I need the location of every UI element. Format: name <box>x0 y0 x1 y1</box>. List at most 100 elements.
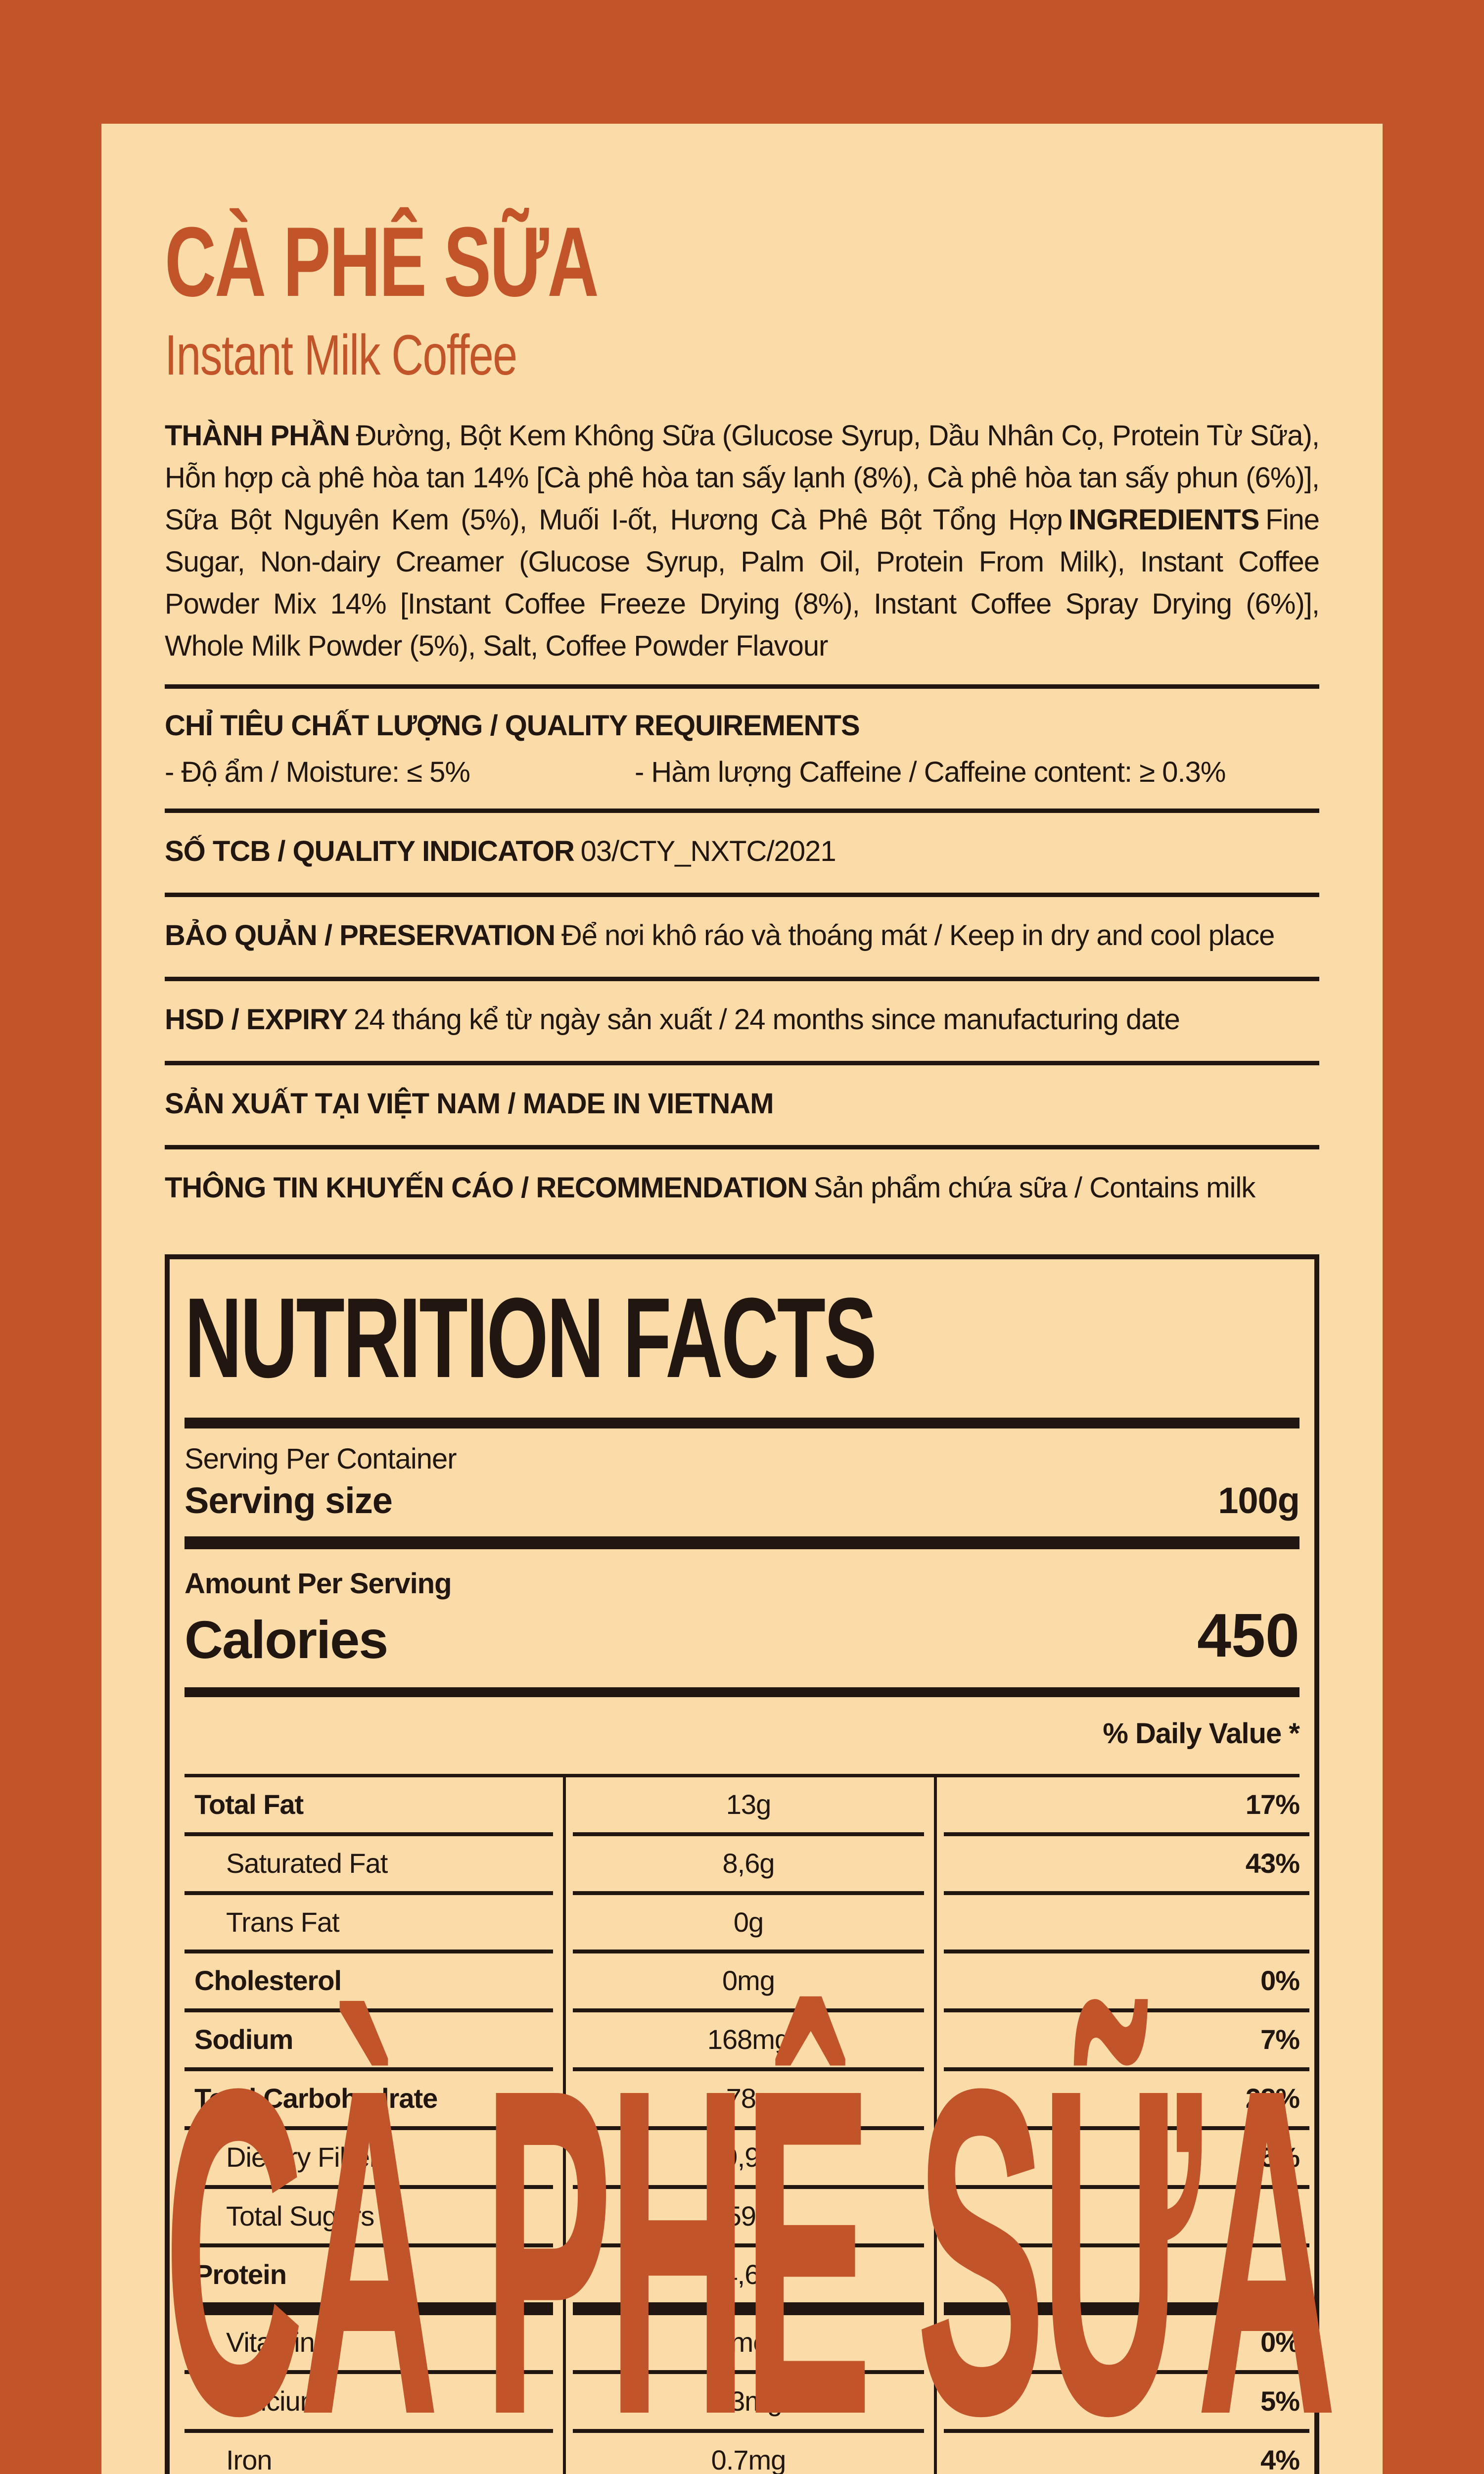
recommendation-value: Sản phẩm chứa sữa / Contains milk <box>813 1172 1256 1204</box>
calories-row: Calories 450 <box>185 1605 1299 1666</box>
nutrient-name: Calcium <box>185 2370 553 2429</box>
section-divider <box>165 893 1319 897</box>
preservation-heading: BẢO QUẢN / PRESERVATION <box>165 919 556 952</box>
nutrient-name: Saturated Fat <box>185 1832 553 1891</box>
thick-divider <box>944 2302 1309 2316</box>
nutrient-name: Total Carbohydrate <box>185 2067 553 2126</box>
recommendation-heading: THÔNG TIN KHUYẾN CÁO / RECOMMENDATION <box>165 1172 808 1204</box>
nutrient-name: Vitamin D <box>226 2327 342 2358</box>
ingredients-text-vn: Đường, Bột Kem Không Sữa (Glucose Syrup,… <box>165 420 1320 536</box>
ingredients-heading-en: INGREDIENTS <box>1068 504 1259 536</box>
quality-item-caffeine: - Hàm lượng Caffeine / Caffeine content:… <box>635 756 1226 788</box>
serving-size-row: Serving size 100g <box>185 1479 1300 1522</box>
quality-indicator-value: 03/CTY_NXTC/2021 <box>580 835 836 867</box>
section-divider <box>165 809 1319 813</box>
origin-line: SẢN XUẤT TẠI VIỆT NAM / MADE IN VIETNAM <box>165 1088 774 1120</box>
thick-divider <box>185 2302 553 2316</box>
nutrient-row: Iron 0.7mg 4% <box>185 2428 1309 2474</box>
nutrient-row: Total Fat 13g 17% <box>185 1777 1300 1832</box>
preservation-value: Để nơi khô ráo và thoáng mát / Keep in d… <box>561 919 1275 952</box>
nutrient-name: Trans Fat <box>185 1891 553 1950</box>
nutrient-amount: 0.7mg <box>573 2428 924 2474</box>
calories-label: Calories <box>185 1610 388 1669</box>
quality-indicator-heading: SỐ TCB / QUALITY INDICATOR <box>165 835 575 867</box>
nutrient-row: Vitamin D 0mcg 0% <box>185 2315 1300 2370</box>
nutrient-amount: 0mcg <box>715 2327 782 2358</box>
nutrient-daily-value: 7% <box>944 2008 1309 2067</box>
nutrient-amount: 168mg <box>573 2008 924 2067</box>
serving-size-value: 100g <box>1218 1480 1300 1521</box>
nutrient-name: Protein <box>185 2243 553 2302</box>
section-divider <box>165 1061 1319 1065</box>
nutrient-row: Protein 4,6g <box>185 2243 1309 2302</box>
nutrient-name: Total Sugars <box>185 2185 553 2244</box>
nutrient-row: Total Sugars 59g <box>185 2185 1309 2244</box>
nutrient-amount: 78g <box>573 2067 924 2126</box>
nutrient-row: Calcium 63mg 5% <box>185 2370 1309 2429</box>
ingredients-heading-vn: THÀNH PHẦN <box>165 420 350 452</box>
product-title-text: CÀ PHÊ SỮA <box>165 207 599 317</box>
nutrient-row: Cholesterol 0mg 0% <box>185 1950 1309 2008</box>
product-title-en: Instant Milk Coffee <box>165 324 1319 387</box>
amount-per-serving-label: Amount Per Serving <box>185 1568 452 1600</box>
nutrient-rows-main: Total Fat 13g 17% Saturated Fat 8,6g 43% Trans… <box>185 1777 1309 2302</box>
thick-divider <box>185 1687 1299 1697</box>
expiry-value: 24 tháng kể từ ngày sản xuất / 24 months… <box>354 1003 1180 1036</box>
nutrient-daily-value: 5% <box>944 2370 1309 2429</box>
nutrient-daily-value: 17% <box>1245 1789 1300 1820</box>
preservation-line: BẢO QUẢN / PRESERVATION Để nơi khô ráo và… <box>165 918 1319 953</box>
display-wordmark: CÀ PHÊ SỮA <box>164 1991 1337 2474</box>
serving-size-label: Serving size <box>185 1480 393 1521</box>
nutrient-daily-value: 4% <box>944 2428 1309 2474</box>
nutrient-daily-value <box>944 2243 1309 2302</box>
nutrition-facts-title: NUTRITION FACTS <box>185 1281 1299 1395</box>
ingredients-text-en: Fine Sugar, Non-dairy Creamer (Glucose S… <box>165 504 1320 662</box>
nutrient-row: Sodium 168mg 7% <box>185 2008 1309 2067</box>
nutrient-row: Total Carbohydrate 78g 28% <box>185 2067 1309 2126</box>
nutrient-daily-value <box>944 2185 1309 2244</box>
nutrient-name: Dietary Fiber <box>185 2126 553 2185</box>
daily-value-header: % Daily Value * <box>1103 1717 1300 1750</box>
nutrient-daily-value: 28% <box>944 2067 1309 2126</box>
thick-divider <box>573 2302 924 2316</box>
thick-divider <box>185 1536 1299 1549</box>
expiry-line: HSD / EXPIRY 24 tháng kể từ ngày sản xuất… <box>165 1002 1319 1037</box>
expiry-heading: HSD / EXPIRY <box>165 1003 348 1036</box>
label-card: CÀ PHÊ SỮA Instant Milk Coffee THÀNH PHẦ… <box>101 124 1383 2474</box>
section-divider <box>165 684 1319 689</box>
nutrient-daily-value: 0% <box>944 1950 1309 2008</box>
nutrient-amount: 63mg <box>573 2370 924 2429</box>
thick-divider <box>185 1418 1299 1428</box>
quality-item-moisture: - Độ ẩm / Moisture: ≤ 5% <box>165 756 470 788</box>
section-divider <box>165 977 1319 981</box>
nutrient-amount: 4,6g <box>573 2243 924 2302</box>
nutrient-row: Saturated Fat 8,6g 43% <box>185 1832 1309 1891</box>
nutrient-rows-vitamins: Vitamin D0mcg0%Calcium63mg5%Iron0.7mg4%P… <box>185 2315 1309 2474</box>
product-title-vn: CÀ PHÊ SỮA <box>165 208 1319 317</box>
nutrient-name: Cholesterol <box>185 1950 553 2008</box>
nutrient-amount: 0mg <box>573 1950 924 2008</box>
nutrient-name: Iron <box>185 2428 553 2474</box>
nutrient-amount: 59g <box>573 2185 924 2244</box>
nutrient-daily-value <box>944 1891 1309 1950</box>
nutrient-table: Total Fat 13g 17% Saturated Fat 8,6g 43% Trans… <box>185 1774 1309 2474</box>
nutrition-facts-title-text: NUTRITION FACTS <box>185 1274 877 1401</box>
nutrient-row: Dietary Fiber 9,9g 35% <box>185 2126 1309 2185</box>
nutrient-row: Trans Fat 0g <box>185 1891 1309 1950</box>
ingredients-paragraph: THÀNH PHẦN Đường, Bột Kem Không Sữa (Gluc… <box>165 415 1320 667</box>
nutrient-daily-value: 0% <box>1260 2327 1300 2358</box>
column-divider <box>934 1777 937 2474</box>
nutrient-amount: 8,6g <box>573 1832 924 1891</box>
calories-value: 450 <box>1197 1602 1299 1670</box>
nutrient-name: Sodium <box>185 2008 553 2067</box>
quality-indicator-line: SỐ TCB / QUALITY INDICATOR 03/CTY_NXTC/20… <box>165 834 1319 869</box>
quality-items: - Độ ẩm / Moisture: ≤ 5% - Hàm lượng Caf… <box>165 751 1319 793</box>
thick-divider-row <box>185 2302 1309 2316</box>
serving-per-container-label: Serving Per Container <box>185 1443 457 1475</box>
section-divider <box>165 1145 1319 1149</box>
nutrient-daily-value: 43% <box>944 1832 1309 1891</box>
nutrient-name: Total Fat <box>194 1789 304 1820</box>
nutrient-daily-value: 35% <box>944 2126 1309 2185</box>
nutrient-amount: 9,9g <box>573 2126 924 2185</box>
